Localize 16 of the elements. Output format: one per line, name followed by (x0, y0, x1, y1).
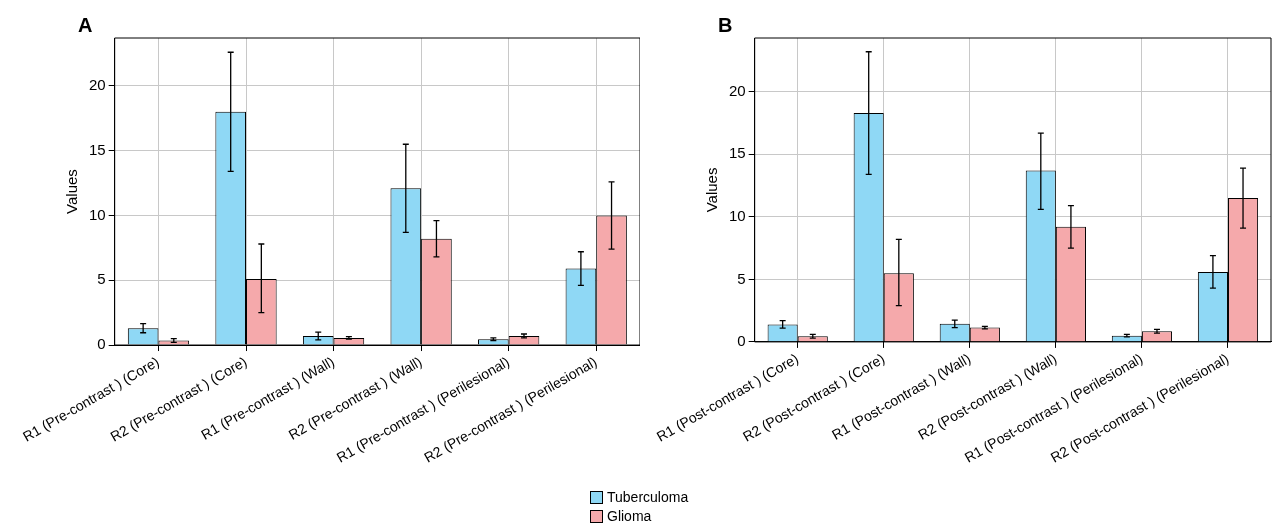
legend-label: Tuberculoma (607, 488, 689, 507)
y-tick-label: 5 (737, 269, 746, 287)
y-tick-label: 15 (89, 140, 106, 158)
y-tick-label: 0 (737, 332, 746, 350)
y-tick-label: 15 (729, 144, 746, 162)
y-tick-label: 20 (89, 76, 106, 94)
y-tick-label: 10 (89, 205, 106, 223)
legend-label: Glioma (607, 507, 652, 526)
y-tick-label: 0 (97, 335, 106, 353)
y-axis-title: Values (703, 167, 721, 213)
y-axis-title: Values (63, 169, 81, 214)
chart-title: B (718, 14, 733, 37)
y-tick-label: 10 (729, 206, 746, 224)
y-tick-label: 5 (97, 270, 106, 288)
chart-title: A (78, 14, 93, 37)
y-tick-label: 20 (729, 81, 746, 99)
